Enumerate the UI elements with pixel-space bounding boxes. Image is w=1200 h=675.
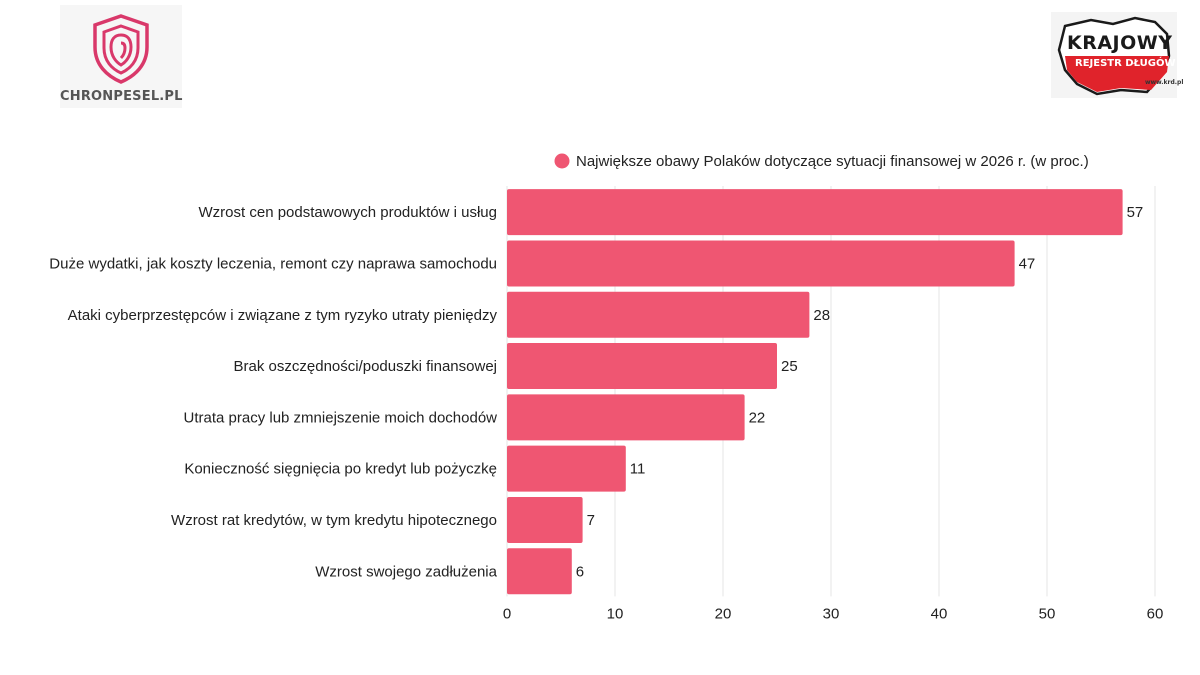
legend-label: Największe obawy Polaków dotyczące sytua… bbox=[576, 153, 1089, 170]
value-label-6: 7 bbox=[587, 512, 595, 529]
x-tick-label-50: 50 bbox=[1039, 605, 1056, 622]
category-label-5: Konieczność sięgnięcia po kredyt lub poż… bbox=[184, 461, 497, 478]
x-tick-label-60: 60 bbox=[1147, 605, 1164, 622]
category-label-6: Wzrost rat kredytów, w tym kredytu hipot… bbox=[171, 512, 497, 529]
bar-5 bbox=[507, 445, 626, 492]
x-tick-label-0: 0 bbox=[503, 605, 511, 622]
krd-logo-subtitle: REJESTR DŁUGÓW bbox=[1075, 58, 1176, 69]
poland-map-icon bbox=[1057, 16, 1171, 96]
bar-2 bbox=[507, 291, 810, 338]
value-label-5: 11 bbox=[630, 461, 646, 478]
bar-3 bbox=[507, 343, 777, 390]
bar-1 bbox=[507, 240, 1015, 287]
fingerprint-shield-icon bbox=[93, 14, 149, 84]
category-label-4: Utrata pracy lub zmniejszenie moich doch… bbox=[184, 409, 498, 426]
x-tick-label-10: 10 bbox=[607, 605, 624, 622]
value-label-4: 22 bbox=[749, 409, 766, 426]
category-label-0: Wzrost cen podstawowych produktów i usłu… bbox=[199, 204, 497, 221]
krd-logo: KRAJOWY REJESTR DŁUGÓW www.krd.pl bbox=[1051, 12, 1183, 98]
bar-0 bbox=[507, 189, 1123, 236]
chronpesel-logo-text: CHRONPESEL.PL bbox=[60, 89, 183, 104]
x-tick-label-20: 20 bbox=[715, 605, 732, 622]
x-tick-label-30: 30 bbox=[823, 605, 840, 622]
bar-4 bbox=[507, 394, 745, 441]
category-label-3: Brak oszczędności/poduszki finansowej bbox=[234, 358, 497, 375]
value-label-2: 28 bbox=[813, 307, 830, 324]
bar-7 bbox=[507, 548, 572, 595]
value-label-1: 47 bbox=[1019, 255, 1036, 272]
legend-swatch bbox=[554, 153, 570, 169]
category-label-2: Ataki cyberprzestępców i związane z tym … bbox=[68, 307, 498, 324]
category-label-1: Duże wydatki, jak koszty leczenia, remon… bbox=[49, 255, 497, 272]
krd-logo-url: www.krd.pl bbox=[1145, 79, 1184, 86]
category-label-7: Wzrost swojego zadłużenia bbox=[315, 563, 497, 580]
chronpesel-logo: CHRONPESEL.PL bbox=[60, 5, 182, 108]
krd-logo-title: KRAJOWY bbox=[1067, 32, 1173, 54]
value-label-7: 6 bbox=[576, 563, 584, 580]
bar-6 bbox=[507, 496, 583, 543]
value-label-0: 57 bbox=[1127, 204, 1144, 221]
x-tick-label-40: 40 bbox=[931, 605, 948, 622]
value-label-3: 25 bbox=[781, 358, 798, 375]
